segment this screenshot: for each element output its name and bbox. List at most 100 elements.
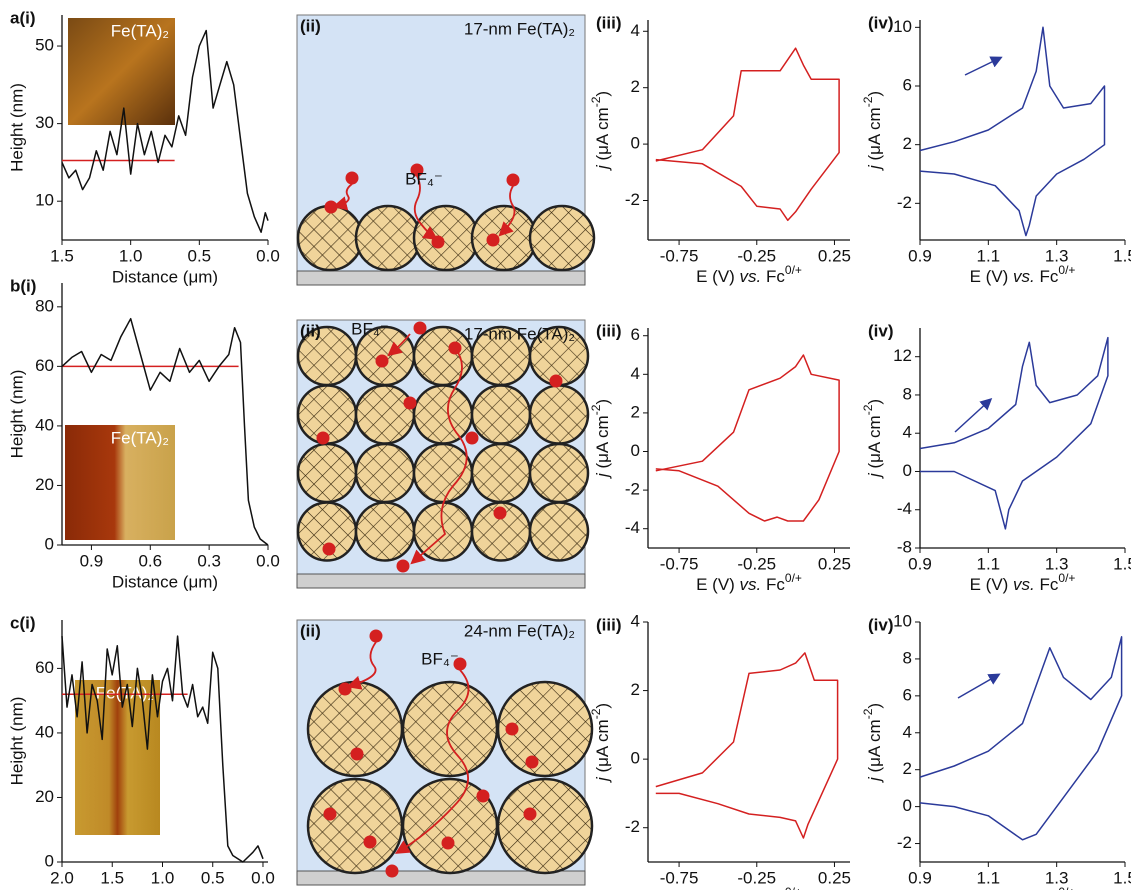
label-part: vs. bbox=[1013, 267, 1035, 286]
y-tick-label: 10 bbox=[35, 191, 54, 210]
schematic-title: 24-nm Fe(TA)₂ bbox=[464, 621, 575, 640]
series-line bbox=[919, 636, 1123, 841]
x-axis-label: Distance (μm) bbox=[112, 267, 218, 286]
ion bbox=[324, 200, 338, 214]
particle bbox=[354, 501, 416, 562]
y-tick-label: 30 bbox=[35, 113, 54, 132]
label-part: 0/+ bbox=[785, 263, 802, 277]
particle bbox=[412, 384, 474, 445]
ion bbox=[410, 163, 424, 177]
y-tick-label: -2 bbox=[625, 190, 640, 209]
label-part: j bbox=[593, 776, 612, 783]
panel-label: c(i) bbox=[10, 613, 36, 632]
particle bbox=[401, 680, 499, 778]
y-tick-label: 12 bbox=[893, 346, 912, 365]
ion bbox=[465, 431, 479, 445]
series-line bbox=[655, 47, 840, 222]
ion bbox=[338, 682, 352, 696]
label-part: E (V) bbox=[696, 267, 739, 286]
ion bbox=[525, 755, 539, 769]
x-tick-label: 0.25 bbox=[818, 246, 851, 265]
schematic: (ii) 24-nm Fe(TA)₂ BF₄⁻ bbox=[296, 619, 594, 886]
y-tick-label: -2 bbox=[625, 480, 640, 499]
x-tick-label: 0.9 bbox=[908, 868, 932, 887]
panel-label: (iv) bbox=[868, 13, 894, 32]
y-tick-label: 2 bbox=[631, 680, 640, 699]
ion bbox=[486, 233, 500, 247]
ion bbox=[453, 657, 467, 671]
label-part: 0/+ bbox=[785, 571, 802, 585]
y-tick-label: 4 bbox=[631, 21, 640, 40]
label-part: -2 bbox=[861, 404, 875, 415]
label-part: Fc bbox=[761, 267, 785, 286]
y-tick-label: 4 bbox=[903, 722, 912, 741]
label-part: Fc bbox=[761, 575, 785, 594]
label-part: ) bbox=[865, 399, 884, 405]
chart: 0.9 1.1 1.3 1.5 -8 -4 0 4 8 12 j (μA cm-2) (iv) bbox=[861, 321, 1131, 573]
label-part: Fc bbox=[1035, 267, 1059, 286]
y-tick-label: -4 bbox=[625, 518, 640, 537]
particle bbox=[306, 680, 404, 778]
x-tick-label: 0.0 bbox=[256, 246, 280, 265]
y-axis-label: j (μA cm-2) bbox=[589, 91, 612, 171]
ion bbox=[403, 396, 417, 410]
label-part: ) bbox=[593, 399, 612, 405]
particle bbox=[496, 680, 594, 778]
label-part: 0/+ bbox=[1058, 885, 1075, 890]
particle bbox=[528, 384, 590, 445]
x-tick-label: 0.0 bbox=[251, 868, 275, 887]
ion bbox=[363, 835, 377, 849]
panel-label: (iv) bbox=[868, 321, 894, 340]
label-part: 0/+ bbox=[1058, 571, 1075, 585]
afm-image bbox=[65, 425, 175, 540]
x-tick-label: 1.1 bbox=[977, 246, 1001, 265]
panel-label: (ii) bbox=[300, 16, 321, 35]
ion-path bbox=[332, 183, 353, 211]
y-tick-label: -2 bbox=[897, 833, 912, 852]
y-axis-label: j (μA cm-2) bbox=[861, 91, 884, 171]
label-part: -2 bbox=[861, 708, 875, 719]
scan-arrow bbox=[957, 673, 1001, 699]
y-axis-label: j (μA cm-2) bbox=[861, 399, 884, 479]
particle bbox=[528, 501, 590, 562]
ion bbox=[549, 374, 563, 388]
ion bbox=[323, 807, 337, 821]
chart: Fe(TA)₂ 0.9 0.6 0.3 0.0 0 20 40 60 80 Height (nm) b… bbox=[7, 276, 279, 570]
y-axis-label: Height (nm) bbox=[7, 697, 26, 786]
label-part: Fc bbox=[1035, 575, 1059, 594]
particle bbox=[306, 777, 404, 875]
series-line bbox=[919, 336, 1109, 530]
ion bbox=[322, 542, 336, 556]
chart: Fe(TA)₂ 1.5 1.0 0.5 0.0 10 30 50 Height (nm) a(i) bbox=[7, 8, 279, 265]
y-tick-label: 40 bbox=[35, 415, 54, 434]
y-axis-label: j (μA cm-2) bbox=[861, 703, 884, 783]
y-axis-label: j (μA cm-2) bbox=[589, 703, 612, 783]
y-tick-label: 50 bbox=[35, 36, 54, 55]
x-axis-label: E (V) vs. Fc0/+ bbox=[696, 263, 802, 286]
y-tick-label: 6 bbox=[903, 685, 912, 704]
ion bbox=[413, 321, 427, 335]
ion bbox=[375, 354, 389, 368]
inset-label: Fe(TA)₂ bbox=[111, 428, 169, 447]
label-part: -2 bbox=[589, 708, 603, 719]
ion-label: BF₄⁻ bbox=[405, 169, 443, 188]
ion bbox=[476, 789, 490, 803]
label-part: (μA cm bbox=[865, 415, 884, 473]
x-tick-label: 1.5 bbox=[50, 246, 74, 265]
ion bbox=[523, 807, 537, 821]
y-tick-label: -4 bbox=[897, 499, 912, 518]
y-tick-label: 4 bbox=[631, 611, 640, 630]
ion-path bbox=[387, 333, 411, 357]
particle bbox=[296, 442, 358, 504]
particle bbox=[528, 204, 596, 272]
panel-label: (ii) bbox=[300, 621, 321, 640]
label-part: ) bbox=[865, 703, 884, 709]
schematic-title: 17-nm Fe(TA)₂ bbox=[464, 19, 575, 38]
x-tick-label: 1.1 bbox=[977, 554, 1001, 573]
x-tick-label: 0.25 bbox=[818, 554, 851, 573]
